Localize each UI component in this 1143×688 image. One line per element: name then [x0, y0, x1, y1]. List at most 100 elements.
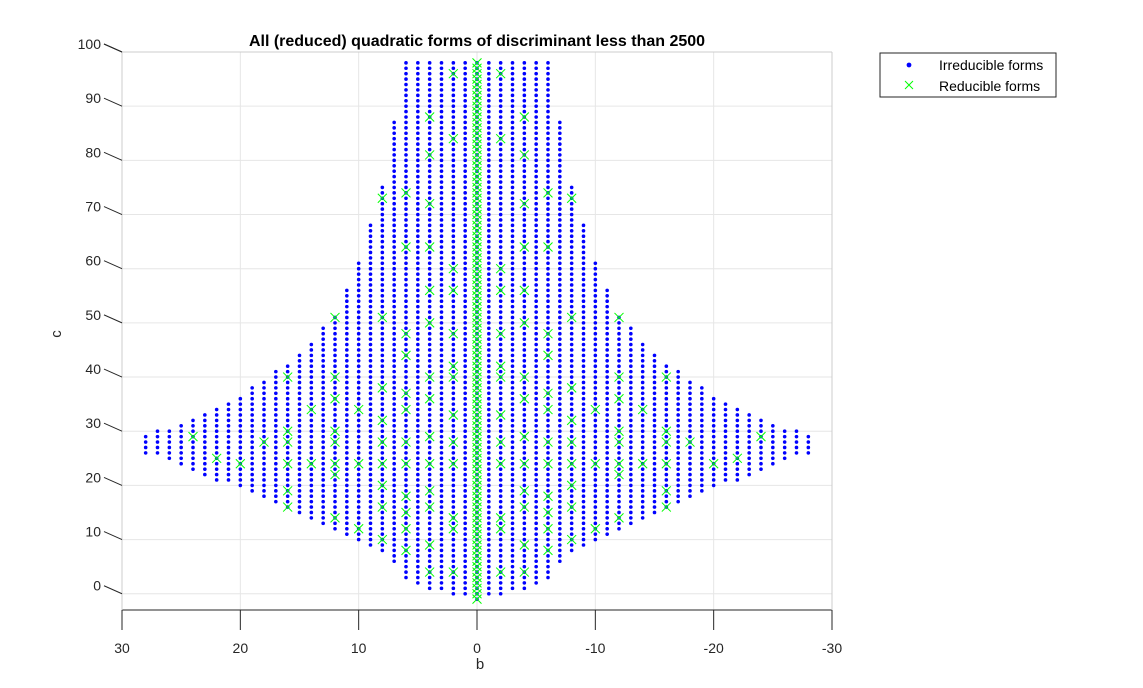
irreducible-point	[439, 554, 444, 558]
irreducible-point	[487, 174, 491, 179]
irreducible-point	[510, 207, 515, 211]
irreducible-point	[309, 451, 314, 455]
irreducible-point	[392, 516, 396, 520]
irreducible-point	[380, 375, 385, 379]
irreducible-point	[439, 293, 444, 298]
irreducible-point	[345, 386, 349, 390]
irreducible-point	[451, 499, 456, 504]
irreducible-point	[534, 104, 538, 108]
irreducible-point	[510, 250, 515, 255]
reducible-point	[661, 485, 672, 496]
irreducible-point	[498, 407, 503, 412]
irreducible-point	[510, 505, 515, 509]
irreducible-point	[522, 337, 527, 341]
irreducible-point	[416, 310, 420, 314]
y-tick-label: 80	[85, 144, 101, 160]
irreducible-point	[404, 310, 408, 314]
irreducible-point	[593, 418, 598, 423]
irreducible-point	[380, 304, 385, 309]
irreducible-point	[629, 353, 633, 358]
irreducible-point	[333, 391, 337, 396]
reducible-point	[614, 426, 624, 437]
reducible-point	[282, 502, 293, 512]
irreducible-point	[498, 337, 503, 341]
irreducible-point	[759, 440, 763, 444]
irreducible-point	[463, 272, 467, 276]
irreducible-point	[392, 434, 396, 439]
reducible-points	[188, 57, 766, 605]
irreducible-point	[380, 250, 385, 255]
irreducible-point	[439, 375, 444, 379]
irreducible-point	[558, 223, 562, 228]
irreducible-point	[404, 451, 408, 455]
x-tick-label: 10	[351, 640, 367, 656]
irreducible-point	[321, 326, 325, 331]
irreducible-point	[546, 283, 550, 287]
irreducible-point	[368, 337, 373, 341]
irreducible-point	[167, 429, 172, 434]
reducible-point	[566, 502, 577, 512]
irreducible-point	[404, 261, 408, 266]
irreducible-point	[629, 516, 633, 520]
irreducible-point	[404, 163, 408, 168]
irreducible-point	[558, 516, 562, 520]
irreducible-point	[392, 158, 396, 163]
irreducible-point	[676, 445, 680, 450]
irreducible-point	[581, 223, 586, 228]
irreducible-point	[546, 93, 550, 98]
irreducible-point	[629, 445, 633, 450]
irreducible-point	[759, 456, 763, 461]
irreducible-point	[558, 299, 562, 304]
irreducible-point	[558, 559, 562, 564]
irreducible-point	[439, 82, 444, 87]
irreducible-point	[416, 521, 420, 526]
irreducible-point	[487, 445, 491, 450]
irreducible-point	[451, 337, 456, 341]
irreducible-point	[380, 256, 385, 260]
irreducible-point	[581, 467, 586, 471]
legend-reducible-marker	[904, 80, 914, 90]
irreducible-point	[427, 88, 432, 92]
irreducible-point	[451, 283, 456, 287]
irreducible-point	[226, 461, 231, 466]
reducible-point	[543, 404, 553, 415]
irreducible-point	[297, 369, 302, 374]
irreducible-point	[546, 153, 550, 157]
irreducible-point	[700, 407, 704, 412]
irreducible-point	[617, 348, 621, 352]
y-axis-tick	[103, 585, 123, 595]
irreducible-point	[546, 304, 550, 309]
irreducible-point	[522, 169, 527, 173]
irreducible-point	[451, 212, 456, 217]
irreducible-point	[593, 413, 598, 417]
irreducible-point	[640, 478, 645, 482]
irreducible-point	[558, 461, 562, 466]
irreducible-point	[463, 185, 467, 190]
irreducible-point	[214, 478, 219, 482]
irreducible-point	[321, 505, 325, 509]
irreducible-point	[510, 386, 515, 390]
irreducible-point	[463, 342, 467, 347]
irreducible-point	[463, 310, 467, 314]
irreducible-point	[416, 516, 420, 520]
irreducible-point	[309, 483, 314, 488]
irreducible-point	[522, 548, 527, 553]
reducible-point	[448, 68, 459, 79]
irreducible-point	[522, 467, 527, 471]
irreducible-point	[569, 212, 574, 217]
irreducible-point	[629, 429, 633, 434]
irreducible-point	[534, 532, 538, 536]
irreducible-point	[416, 272, 420, 276]
irreducible-point	[522, 136, 527, 141]
reducible-point	[448, 410, 459, 420]
irreducible-point	[546, 364, 550, 369]
reducible-point	[448, 285, 459, 296]
irreducible-point	[558, 424, 562, 428]
irreducible-point	[416, 510, 420, 515]
irreducible-point	[617, 510, 621, 515]
irreducible-point	[581, 391, 586, 396]
irreducible-point	[321, 342, 325, 347]
irreducible-point	[581, 375, 586, 379]
irreducible-point	[487, 153, 491, 157]
irreducible-point	[487, 98, 491, 103]
